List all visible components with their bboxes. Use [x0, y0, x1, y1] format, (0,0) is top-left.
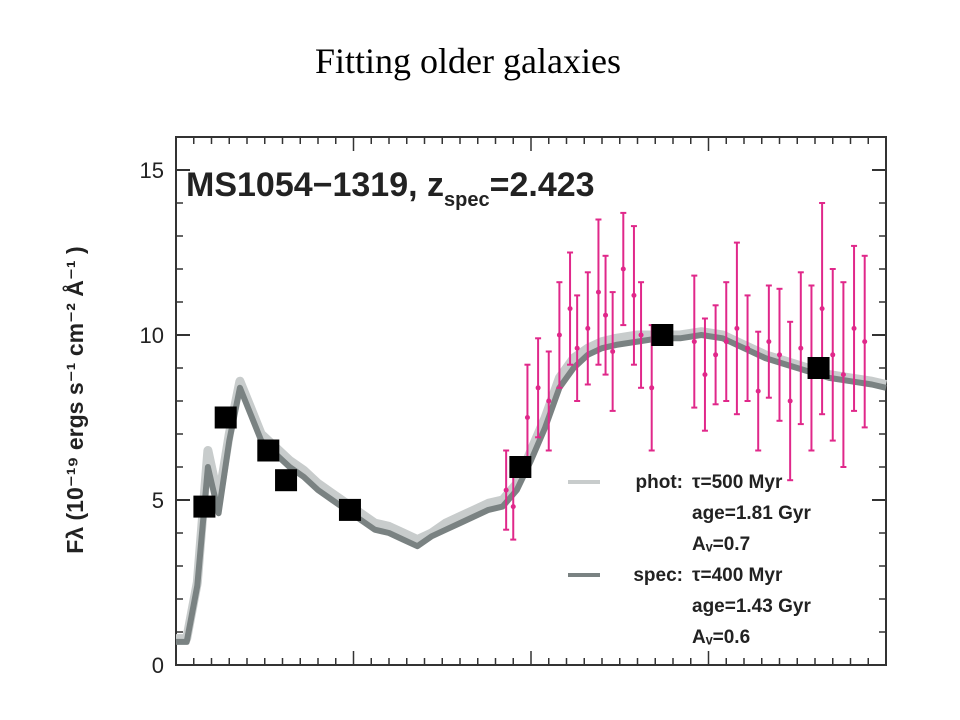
spectrum-point [620, 211, 627, 327]
spectrum-point [595, 218, 602, 366]
spectrum-point [691, 274, 698, 409]
legend-param-phot: age=1.81 Gyr [692, 503, 811, 524]
photometry-point [509, 456, 532, 478]
spectrum-point [787, 320, 794, 482]
spectrum-point [861, 254, 868, 429]
spectrum-point [755, 330, 762, 452]
model-curves [176, 327, 888, 645]
spectrum-points [503, 202, 868, 541]
spectrum-point [723, 281, 730, 402]
photometry-points [193, 324, 830, 521]
spectrum-point [503, 449, 510, 531]
spectrum-point [712, 304, 719, 406]
spectrum-point [765, 284, 772, 399]
spectrum-point [701, 317, 708, 432]
y-tick-label: 15 [140, 158, 164, 183]
spectrum-point [797, 271, 804, 426]
y-tick-label: 10 [140, 323, 164, 348]
spectrum-point [602, 254, 609, 376]
page-title: Fitting older galaxies [315, 41, 621, 81]
spectrum-point [630, 225, 637, 366]
photometry-point [651, 324, 674, 346]
spectrum-point [535, 337, 542, 439]
spectrum-point [851, 244, 858, 412]
spectrum-point [744, 294, 751, 402]
photometry-point [807, 357, 830, 379]
model-line-spec [176, 332, 887, 645]
legend-param-spec: age=1.43 Gyr [692, 596, 811, 617]
legend: phot: τ=500 Myr age=1.81 Gyr Aᵥ=0.7 spec: τ=4… [568, 472, 811, 648]
plot-frame [175, 136, 887, 666]
y-tick-label: 5 [152, 488, 164, 513]
spectrum-point [776, 287, 783, 422]
photometry-point [275, 469, 298, 492]
spectrum-point [545, 350, 552, 452]
spectrum-point [556, 281, 563, 389]
spectrum-point [733, 241, 740, 416]
legend-param-phot: τ=500 Myr [692, 472, 783, 493]
photometry-point [193, 495, 216, 518]
photometry-point [338, 498, 361, 521]
spectrum-point [829, 268, 836, 442]
axes: 0 5 10 15 [140, 137, 886, 678]
y-axis-label: Fλ (10⁻¹⁹ ergs s⁻¹ cm⁻² Å⁻¹ ) [61, 246, 88, 553]
legend-label-phot: phot: [636, 472, 683, 493]
legend-param-phot: Aᵥ=0.7 [692, 534, 750, 555]
legend-label-spec: spec: [633, 565, 683, 586]
y-tick-label: 0 [152, 653, 164, 678]
spectrum-point [567, 251, 574, 366]
legend-param-spec: τ=400 Myr [692, 565, 783, 586]
plot-title: MS1054−1319, zspec=2.423 [186, 166, 595, 211]
photometry-point [214, 406, 237, 429]
spectrum-point [574, 294, 581, 402]
spectrum-point [609, 291, 616, 412]
spectrum-point [584, 271, 591, 386]
photometry-point [257, 439, 280, 462]
spectrum-point [638, 281, 645, 389]
spectrum-point [840, 281, 847, 468]
legend-param-spec: Aᵥ=0.6 [692, 627, 750, 648]
